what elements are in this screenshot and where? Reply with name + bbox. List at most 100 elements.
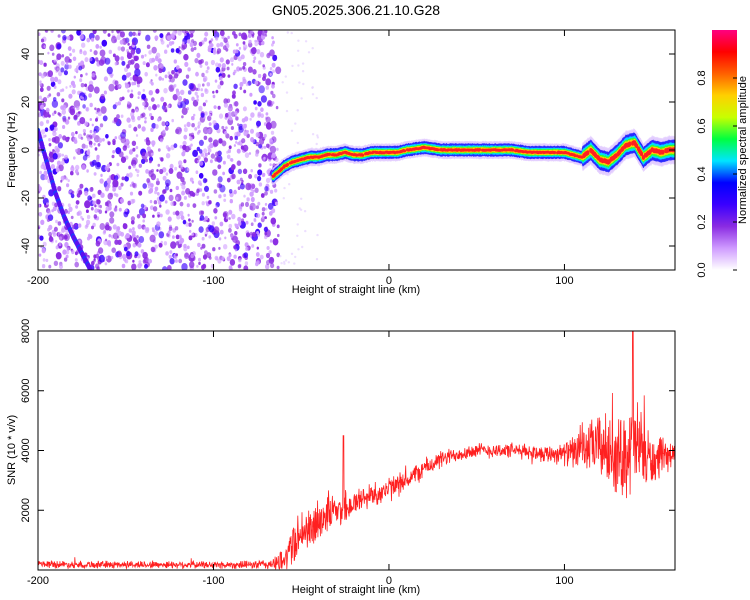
noise-speck [180,100,187,109]
noise-speck [137,224,142,230]
noise-speck [255,205,259,210]
noise-speck [78,239,81,243]
noise-speck [117,101,122,106]
noise-speck [208,122,212,126]
noise-speck [233,254,237,259]
noise-speck [60,60,65,66]
noise-speck [221,140,227,147]
noise-speck [179,210,184,217]
noise-speck [301,245,304,249]
noise-speck [48,138,51,142]
noise-speck [219,75,223,81]
ridge-cell [553,151,557,154]
noise-speck [142,251,148,259]
noise-speck [266,246,270,250]
noise-speck [157,214,160,218]
noise-speck [145,137,150,142]
noise-speck [221,256,225,261]
noise-speck [99,223,106,230]
noise-speck [95,199,101,205]
noise-speck [268,211,273,216]
ridge-cell [586,150,590,156]
noise-speck [169,163,174,169]
noise-speck [232,31,236,36]
noise-speck [63,70,68,76]
noise-speck [101,39,108,47]
noise-speck [212,90,215,94]
noise-speck [215,62,219,67]
noise-speck [212,139,219,147]
noise-speck [86,37,91,43]
noise-speck [57,79,62,85]
noise-speck [57,142,64,149]
noise-speck [62,249,67,255]
noise-speck [149,205,154,210]
noise-speck [97,143,101,147]
noise-speck [311,47,314,50]
noise-speck [206,66,210,70]
noise-speck [186,121,191,128]
noise-speck [90,187,94,191]
noise-speck [218,138,223,144]
noise-speck [198,261,201,266]
noise-speck [159,168,164,175]
noise-speck [108,234,112,238]
noise-speck [221,35,225,40]
noise-speck [120,114,124,118]
noise-speck [185,222,190,227]
noise-speck [93,86,100,94]
noise-speck [199,160,204,166]
x-tick-label: 0 [386,275,392,287]
noise-speck [241,138,246,144]
noise-speck [266,143,270,148]
noise-speck [105,134,109,139]
noise-speck [95,240,101,247]
ridge-cell [661,149,665,155]
noise-speck [200,92,205,98]
noise-speck [106,240,111,246]
noise-speck [311,133,315,136]
noise-speck [270,262,275,269]
noise-speck [94,107,97,111]
noise-speck [65,62,69,66]
noise-speck [270,120,277,129]
spectrogram-noise-speckle [38,30,320,270]
noise-speck [186,203,190,208]
noise-speck [65,86,68,89]
noise-speck [144,71,148,77]
noise-speck [55,66,60,72]
noise-speck [151,46,157,54]
spectrogram-y-label: Frequency (Hz) [6,112,18,188]
noise-speck [195,170,199,174]
noise-speck [189,42,194,48]
noise-speck [183,53,189,61]
noise-speck [128,72,132,77]
noise-speck [214,79,218,83]
ridge-cell [639,151,644,157]
noise-speck [218,246,221,250]
noise-speck [267,202,274,210]
noise-speck [187,67,191,72]
noise-speck [227,35,230,40]
noise-speck [156,169,159,172]
noise-speck [182,219,187,225]
noise-speck [243,194,246,198]
noise-speck [316,136,320,139]
noise-speck [91,225,94,230]
noise-speck [181,263,188,270]
noise-speck [236,66,241,72]
noise-speck [254,106,258,111]
noise-speck [85,144,88,149]
noise-speck [269,73,272,76]
noise-speck [103,90,107,95]
noise-speck [188,222,192,227]
noise-speck [111,30,114,34]
noise-speck [272,93,276,99]
noise-speck [272,69,275,74]
noise-speck [48,231,52,237]
noise-speck [104,165,109,171]
noise-speck [104,262,108,266]
noise-speck [91,72,96,78]
noise-speck [120,156,127,163]
noise-speck [71,249,75,255]
